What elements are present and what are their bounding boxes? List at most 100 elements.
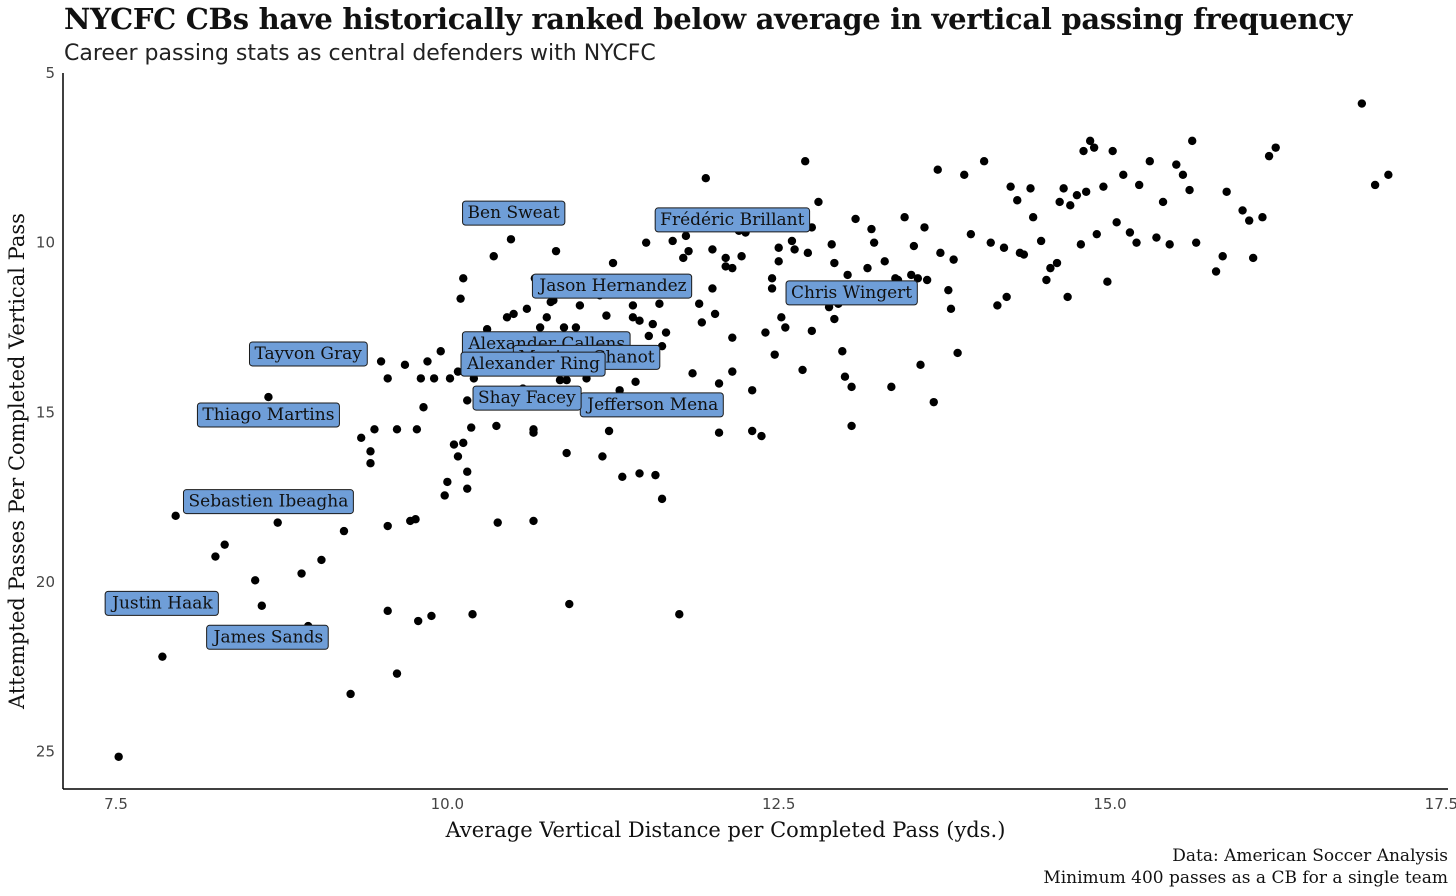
player-label-text: James Sands (212, 627, 324, 647)
data-point (728, 263, 737, 273)
data-point (1145, 157, 1154, 166)
data-point (909, 241, 919, 251)
data-point (1099, 182, 1108, 191)
data-point (851, 214, 860, 224)
data-point (966, 229, 976, 239)
data-point (1357, 99, 1367, 108)
data-point (529, 516, 538, 526)
data-point (801, 157, 810, 166)
data-point (747, 426, 757, 436)
player-label-text: Alexander Ring (466, 354, 600, 374)
data-point (644, 331, 654, 341)
data-point (1079, 146, 1088, 156)
data-point (803, 248, 813, 258)
data-point (250, 576, 260, 585)
player-label-box (531, 273, 693, 299)
player-label-box (104, 590, 219, 616)
player-label: Ben Sweat (462, 200, 566, 226)
data-point (675, 610, 684, 619)
data-point (880, 257, 889, 266)
data-point (502, 313, 512, 322)
data-point (423, 357, 432, 366)
data-point (392, 669, 402, 678)
data-point (1108, 146, 1117, 156)
data-point (1132, 238, 1141, 247)
data-point (211, 552, 220, 561)
data-point (728, 367, 737, 376)
data-point (708, 245, 717, 254)
data-point (993, 301, 1002, 310)
data-point (1089, 143, 1099, 152)
data-point (571, 323, 581, 332)
data-point (562, 375, 571, 385)
data-point (838, 347, 847, 356)
player-label-box (472, 385, 582, 411)
data-point (827, 240, 836, 249)
player-label: Shay Facey (472, 385, 582, 411)
data-point (171, 511, 180, 521)
y-tick-label: 20 (36, 573, 55, 591)
data-point (635, 469, 644, 478)
data-point (953, 348, 962, 358)
data-point (257, 601, 267, 610)
player-label-box (206, 624, 329, 650)
data-point (847, 382, 856, 392)
data-point (1172, 160, 1181, 169)
data-point (492, 421, 501, 431)
data-point (1042, 275, 1051, 285)
data-points (114, 99, 1393, 761)
data-point (419, 403, 428, 412)
data-point (1244, 216, 1254, 225)
data-point (1002, 292, 1011, 302)
data-point (1264, 151, 1274, 161)
data-point (684, 246, 693, 256)
data-point (416, 374, 426, 383)
data-point (648, 319, 657, 329)
data-point (436, 347, 445, 356)
axes: 7.5 10.0 12.5 15.0 17.5 5 10 15 20 25 Average Vert… (5, 64, 1456, 842)
data-point (443, 477, 452, 487)
data-point (933, 165, 942, 174)
data-source-caption: Data: American Soccer Analysis (1172, 846, 1448, 866)
data-point (468, 610, 477, 619)
data-point (710, 309, 720, 319)
data-point (1066, 201, 1075, 210)
data-point (1165, 240, 1174, 249)
data-point (317, 555, 326, 565)
data-point (922, 275, 932, 285)
x-tick-label: 7.5 (104, 795, 128, 813)
data-point (555, 375, 565, 385)
data-point (774, 257, 783, 266)
data-point (598, 452, 607, 461)
data-point (429, 374, 439, 383)
data-point (887, 382, 896, 392)
player-label-text: Justin Haak (110, 593, 213, 613)
data-point (701, 173, 710, 183)
data-point (366, 459, 375, 468)
data-point (400, 360, 410, 370)
data-point (814, 197, 823, 207)
data-point (1103, 277, 1112, 286)
data-point (869, 238, 879, 247)
player-label-box (462, 200, 566, 226)
data-point (1188, 136, 1197, 146)
data-point (840, 372, 850, 381)
player-label: Alexander Ring (460, 351, 606, 377)
player-label-text: Chris Wingert (791, 283, 912, 303)
data-point (467, 423, 476, 432)
data-point (1006, 182, 1015, 191)
data-point (651, 470, 660, 480)
data-point (757, 431, 766, 441)
data-point (542, 313, 551, 322)
data-point (1222, 187, 1231, 196)
player-label: Tayvon Gray (248, 341, 368, 367)
data-point (697, 318, 707, 327)
data-point (1013, 196, 1022, 205)
player-label-box (196, 402, 340, 428)
data-point (949, 255, 958, 264)
data-point (559, 323, 569, 332)
y-tick-label: 15 (36, 403, 55, 421)
data-point (565, 599, 574, 609)
x-tick-label: 10.0 (431, 795, 464, 813)
